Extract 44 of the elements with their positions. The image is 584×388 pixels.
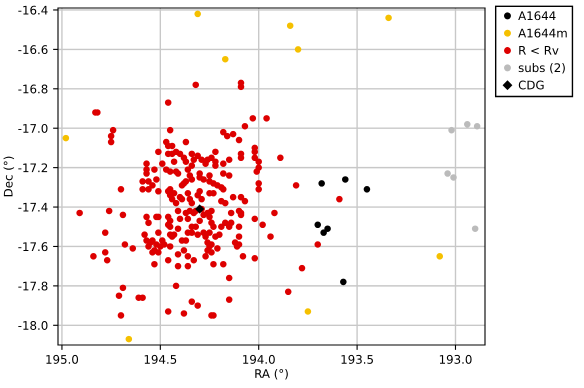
point (304, 308, 312, 315)
x-tick-label: 193.0 (440, 354, 472, 364)
y-tick-label: -18.0 (18, 321, 48, 330)
legend-label: R < Rv (519, 46, 559, 55)
y-tick-label: -16.6 (18, 45, 48, 54)
legend-label: A1644m (518, 28, 567, 38)
point (126, 336, 132, 342)
point (436, 253, 443, 260)
y-tick-label: -17.4 (18, 202, 48, 212)
y-axis-title: Dec (°) (4, 156, 14, 196)
point (450, 174, 457, 181)
point (324, 225, 331, 232)
point (472, 225, 478, 232)
point (385, 14, 392, 22)
legend-label: CDG (518, 80, 544, 90)
point (194, 10, 201, 18)
y-tick-label: -16.8 (18, 84, 48, 94)
x-tick-label: 194.5 (144, 354, 176, 364)
y-tick-label: -17.8 (18, 282, 48, 291)
point (464, 121, 471, 128)
point (474, 122, 480, 130)
y-tick-label: -17.0 (18, 124, 48, 133)
point (222, 56, 229, 62)
point (286, 22, 294, 29)
point (195, 204, 204, 214)
point (342, 176, 349, 183)
x-tick-label: 195.0 (46, 354, 78, 364)
legend-label: subs (2) (518, 63, 565, 74)
point (62, 134, 70, 142)
point (320, 229, 327, 236)
point (318, 180, 325, 187)
legend-label: A1644 (518, 11, 556, 20)
x-axis-title: RA (°) (255, 368, 288, 380)
y-tick-label: -16.4 (18, 6, 48, 15)
point (444, 170, 451, 177)
y-tick-label: -17.6 (18, 242, 48, 252)
point (364, 186, 370, 193)
x-tick-label: 194.0 (243, 354, 275, 364)
x-tick-label: 193.5 (341, 354, 373, 364)
point (294, 46, 302, 53)
point (340, 278, 347, 286)
point (314, 222, 321, 228)
y-tick-label: -17.2 (18, 163, 48, 172)
point (448, 126, 455, 134)
